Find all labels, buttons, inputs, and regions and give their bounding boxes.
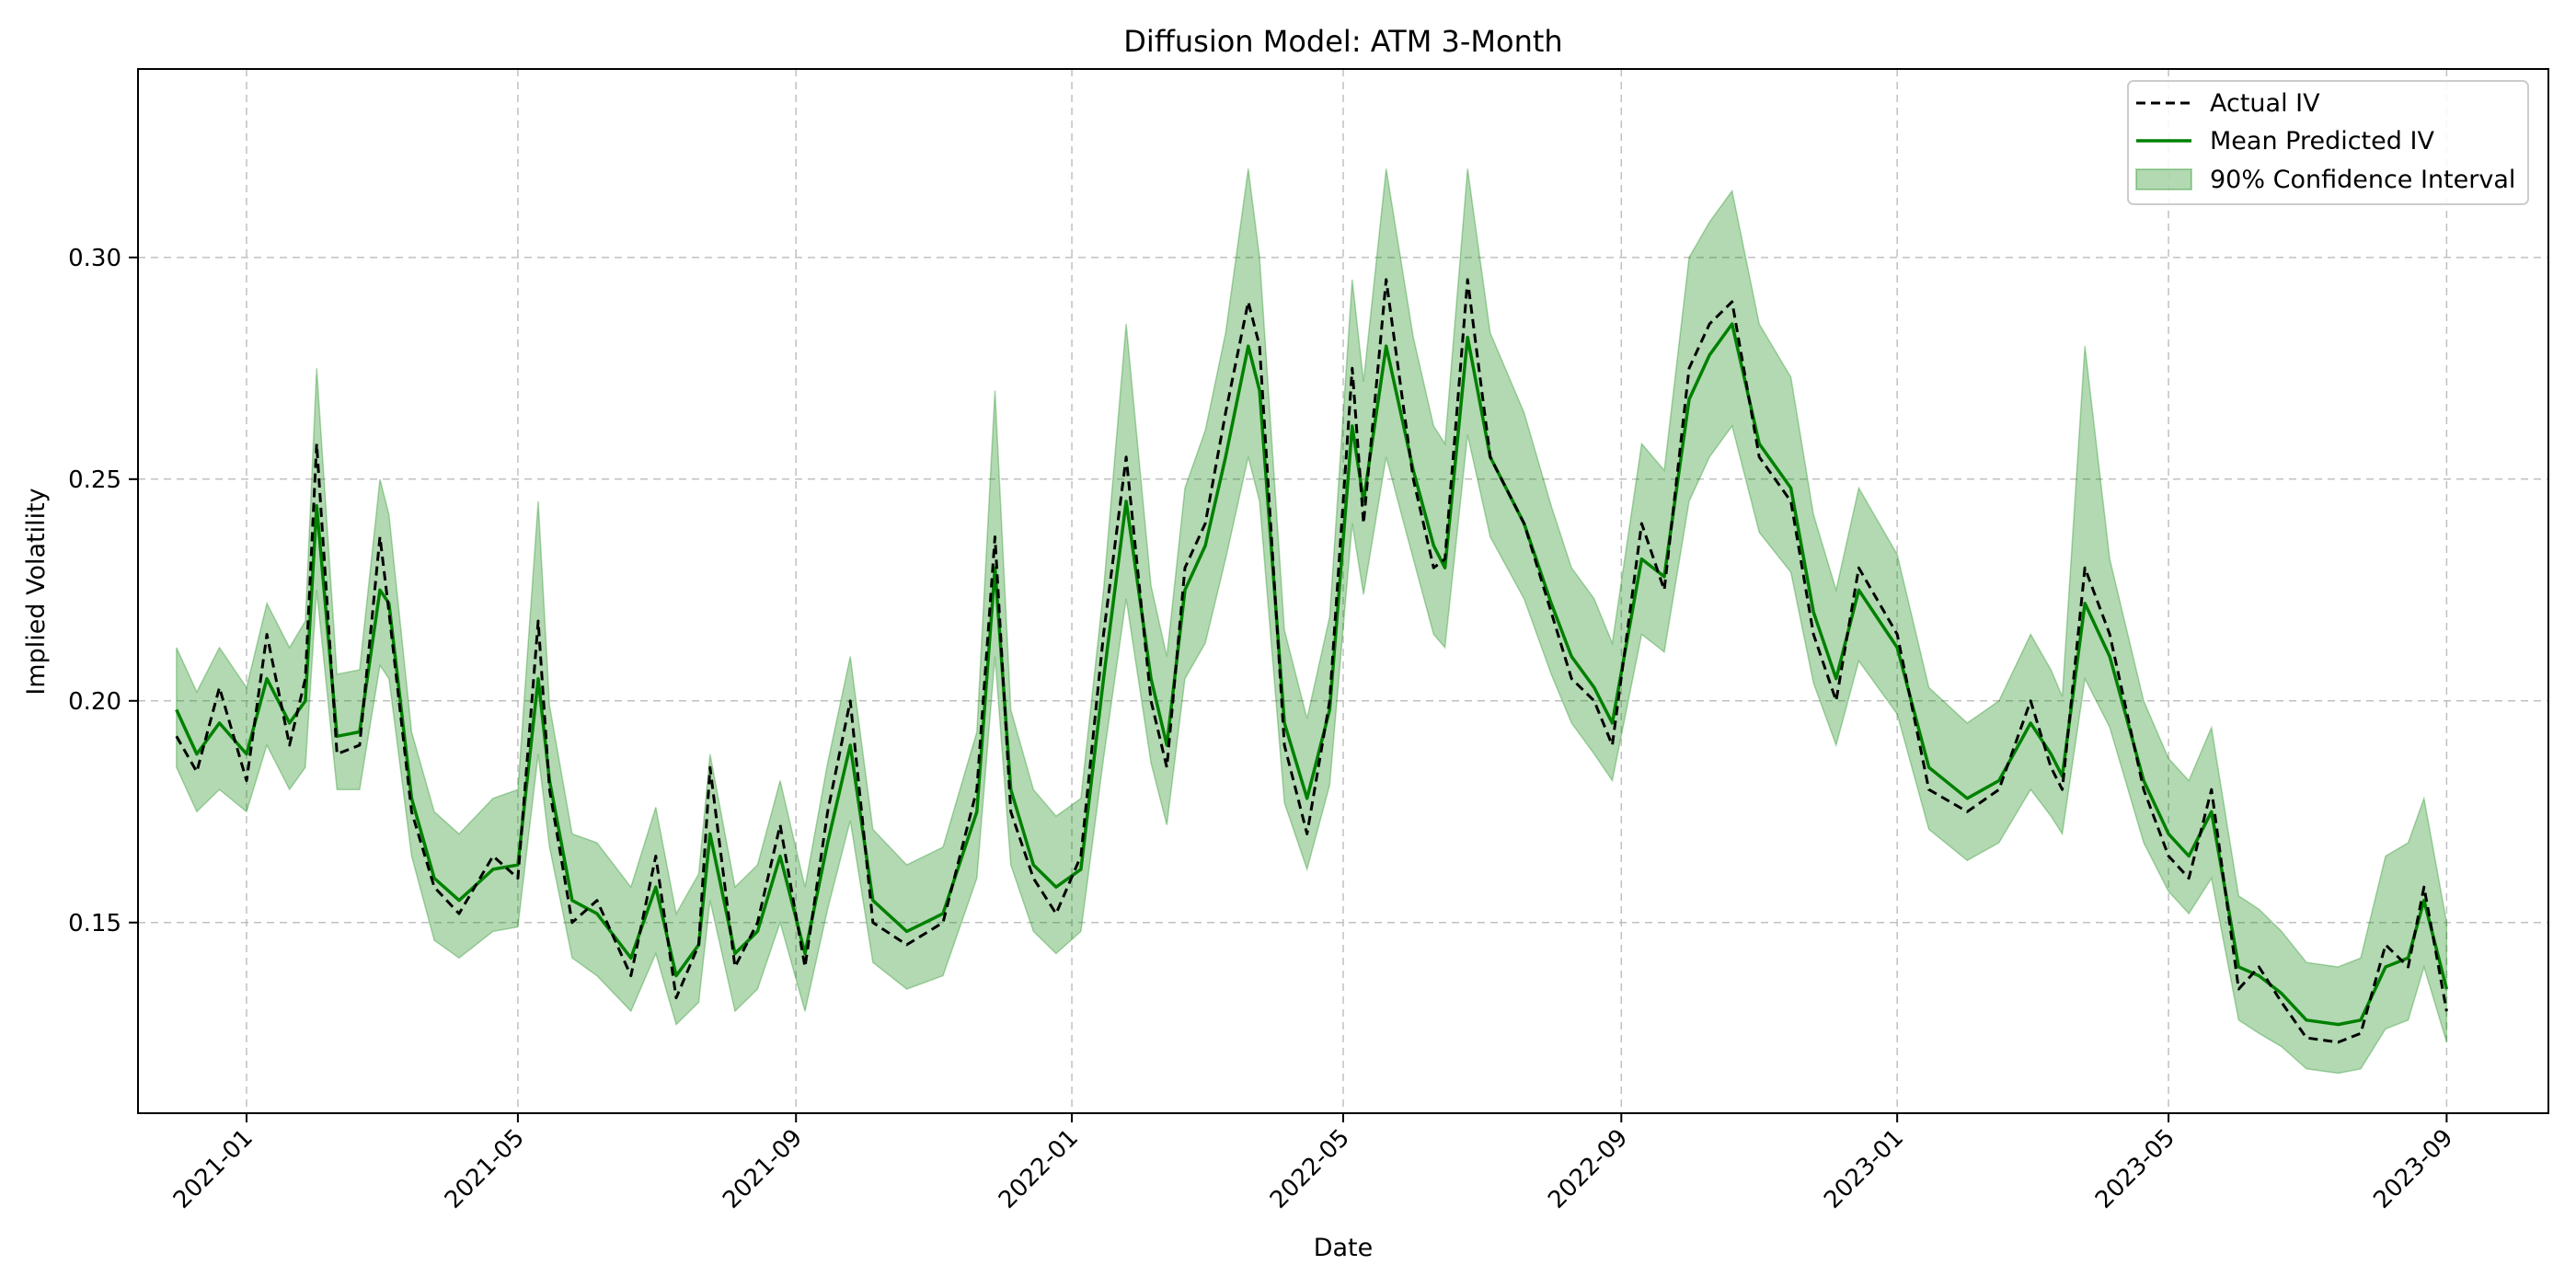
y-tick-label: 0.25 [68, 466, 121, 494]
legend-box [2127, 80, 2529, 205]
legend-label-mean: Mean Predicted IV [2210, 127, 2434, 155]
series-line-actual-iv [175, 278, 2448, 1044]
legend: Actual IV Mean Predicted IV 90% Confiden… [2127, 80, 2529, 205]
y-tick-label: 0.20 [68, 688, 121, 716]
y-tick-label: 0.30 [68, 245, 121, 272]
x-axis-label: Date [1314, 1234, 1374, 1262]
y-axis-label: Implied Volatility [22, 488, 51, 695]
confidence-band-layer [176, 168, 2448, 1075]
y-axis: 0.15 0.20 0.25 0.30 [68, 245, 138, 937]
y-tick-label: 0.15 [68, 910, 121, 937]
series-lines-layer [175, 278, 2449, 1044]
legend-label-actual: Actual IV [2210, 89, 2320, 118]
legend-label-band: 90% Confidence Interval [2210, 166, 2515, 194]
legend-swatch-band [2135, 168, 2192, 190]
chart-title: Diffusion Model: ATM 3-Month [1123, 24, 1562, 59]
series-confidence-band [176, 168, 2448, 1075]
